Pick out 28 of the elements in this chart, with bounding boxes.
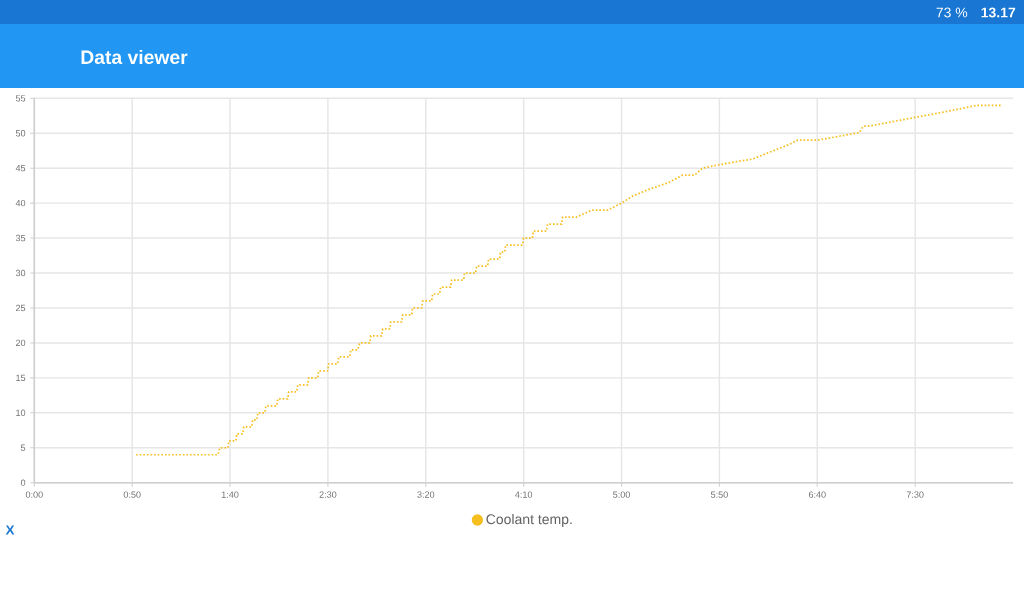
y-tick-label: 5 [20, 444, 26, 451]
y-tick-label: 35 [15, 234, 26, 242]
x-tick-label: 0:50 [123, 491, 141, 498]
x-tick-label: 0:00 [25, 491, 43, 498]
legend-label: Coolant temp. [486, 513, 572, 527]
y-tick-label: 50 [15, 130, 26, 137]
line-series [135, 104, 1003, 456]
x-tick-label: 5:00 [613, 491, 630, 498]
y-tick-label: 25 [15, 304, 26, 312]
x-tick-label: 3:20 [417, 491, 435, 498]
chart-title: Data viewer [81, 49, 188, 65]
text: 13.17 [981, 7, 1016, 18]
x-tick-label: 6:40 [808, 491, 826, 498]
x-tick-label: 4:10 [515, 491, 533, 498]
x-tick-label: 5:50 [710, 491, 728, 498]
y-tick-label: 55 [15, 95, 26, 102]
x-tick-label: 1:40 [221, 491, 239, 498]
y-tick-label: 20 [15, 339, 26, 347]
text: 73 % [936, 7, 968, 18]
y-tick-label: 0 [20, 479, 26, 486]
x-tick-label: 7:30 [906, 491, 924, 498]
y-tick-label: 30 [15, 269, 26, 277]
y-tick-label: 10 [16, 409, 26, 417]
y-tick-label: 40 [15, 199, 26, 207]
y-tick-label: 15 [16, 374, 26, 382]
x-axis-title: X [5, 525, 15, 535]
x-tick-label: 2:30 [319, 491, 337, 498]
y-tick-label: 45 [15, 165, 26, 172]
